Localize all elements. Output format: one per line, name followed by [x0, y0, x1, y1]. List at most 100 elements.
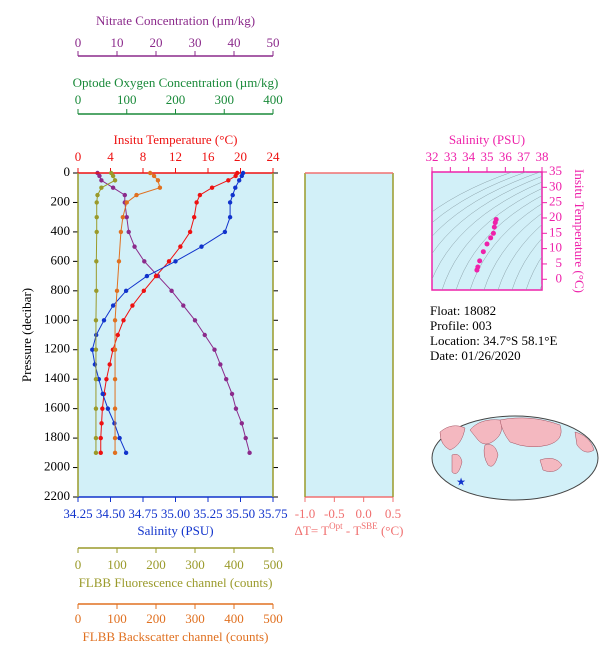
y-tick-label: 0: [556, 270, 563, 285]
y-tick-label: 600: [51, 252, 71, 267]
density-contour: [497, 224, 542, 290]
x-tick-label: 200: [146, 611, 166, 626]
y-axis-label: Insitu Temperature (°C): [572, 169, 587, 293]
x-tick-label: 50: [267, 35, 280, 50]
profile-point: [169, 288, 174, 294]
profile-point: [126, 229, 131, 235]
x-tick-label: 100: [117, 92, 137, 107]
profile-point: [112, 318, 118, 323]
profile-point: [100, 406, 105, 411]
profile-point: [112, 435, 118, 441]
profile-point: [94, 288, 99, 294]
x-tick-label: 35: [481, 149, 494, 164]
x-tick-label: 500: [263, 611, 283, 626]
density-contour: [432, 172, 527, 224]
info-location: Location: 34.7°S 58.1°E: [430, 333, 557, 348]
x-tick-label: 16: [202, 149, 216, 164]
x-tick-label: 24: [267, 149, 281, 164]
profile-point: [99, 178, 104, 183]
profile-point: [142, 259, 147, 264]
profile-point: [230, 192, 235, 198]
ts-point: [484, 241, 490, 247]
profile-line: [95, 172, 116, 453]
y-tick-label: 400: [51, 223, 71, 238]
profile-point: [233, 173, 238, 179]
ts-point: [493, 217, 499, 223]
profile-point: [124, 214, 129, 220]
info-float: Float: 18082: [430, 303, 496, 318]
profile-point: [94, 259, 99, 264]
profile-point: [222, 229, 228, 235]
x-tick-label: 0.0: [356, 506, 372, 521]
profile-point: [110, 173, 116, 179]
x-tick-label: 37: [517, 149, 531, 164]
profile-point: [114, 288, 120, 294]
x-tick-label: 20: [150, 35, 163, 50]
density-contour: [441, 188, 542, 290]
profile-point: [94, 200, 99, 205]
y-tick-label: 10: [549, 240, 562, 255]
profile-point: [104, 376, 109, 382]
y-tick-label: 20: [549, 209, 562, 224]
profile-point: [224, 376, 229, 382]
x-tick-label: 300: [185, 611, 205, 626]
profile-point: [93, 376, 99, 382]
profile-point: [122, 192, 128, 198]
profile-point: [178, 244, 183, 249]
x-axis-label: Salinity (PSU): [449, 132, 525, 147]
profile-point: [107, 362, 112, 367]
x-axis-label: Insitu Temperature (°C): [114, 132, 238, 147]
x-tick-label: 200: [166, 92, 186, 107]
label-part: SBE: [361, 521, 378, 531]
plot-background: [78, 173, 273, 497]
profile-point: [197, 192, 203, 198]
x-tick-label: 0: [75, 611, 82, 626]
profile-point: [199, 244, 204, 249]
y-tick-label: 25: [549, 194, 562, 209]
profile-point: [93, 406, 99, 411]
y-tick-label: 0: [64, 164, 71, 179]
profile-point: [93, 450, 99, 456]
profile-point: [132, 244, 137, 249]
profile-point: [166, 259, 172, 264]
profile-point: [118, 229, 124, 235]
x-tick-label: 500: [263, 557, 283, 572]
profile-point: [94, 214, 99, 220]
x-axis-label: Optode Oxygen Concentration (µm/kg): [73, 75, 279, 90]
x-tick-label: 0: [75, 149, 82, 164]
x-tick-label: 100: [107, 611, 127, 626]
x-tick-label: 0: [75, 35, 82, 50]
profile-point: [192, 318, 198, 323]
x-tick-label: 300: [215, 92, 235, 107]
profile-point: [110, 185, 116, 190]
profile-point: [105, 406, 111, 411]
profile-point: [153, 273, 159, 279]
profile-point: [93, 347, 99, 352]
profile-point: [227, 214, 233, 220]
y-tick-label: 800: [51, 282, 71, 297]
profile-point: [112, 421, 117, 426]
x-tick-label: 35.50: [226, 506, 255, 521]
profile-point: [151, 173, 157, 179]
profile-point: [98, 435, 103, 441]
density-contour: [455, 195, 542, 290]
profile-point: [237, 178, 242, 183]
profile-point: [93, 435, 99, 441]
label-part: ΔT= T: [295, 523, 330, 538]
profile-point: [233, 185, 238, 190]
x-tick-label: 4: [107, 149, 114, 164]
x-axis-label: Nitrate Concentration (µm/kg): [96, 13, 255, 28]
ts-point: [490, 230, 496, 236]
y-tick-label: 5: [556, 255, 563, 270]
density-contour: [432, 176, 542, 255]
x-tick-label: 0: [75, 557, 82, 572]
profile-point: [117, 435, 122, 441]
ts-point: [480, 249, 486, 255]
profile-point: [123, 288, 129, 294]
y-tick-label: 1400: [44, 370, 70, 385]
x-axis-label: FLBB Fluorescence channel (counts): [79, 575, 273, 590]
density-contour: [511, 238, 542, 290]
x-tick-label: 33: [444, 149, 457, 164]
profile-point: [95, 192, 100, 198]
